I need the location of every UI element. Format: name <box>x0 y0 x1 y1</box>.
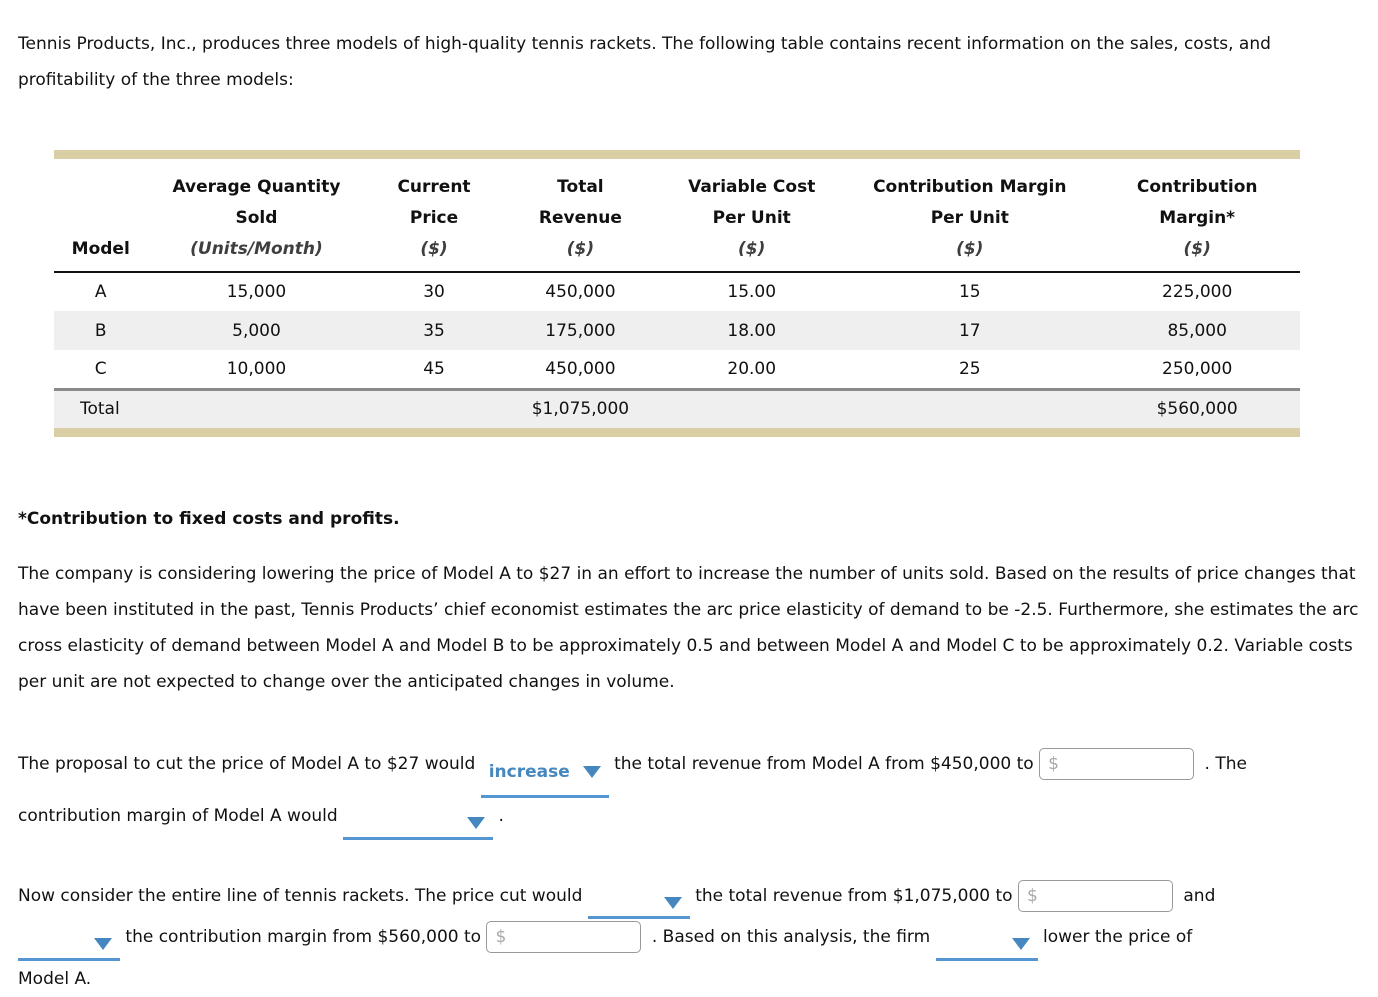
q2-firm-decision-dropdown[interactable] <box>935 934 1038 961</box>
cell: 250,000 <box>1162 358 1233 379</box>
cell: 5,000 <box>232 320 281 341</box>
col-header-variable-cost: Variable Cost Per Unit ($) <box>688 177 816 259</box>
cell: 10,000 <box>226 358 287 379</box>
q2-total-revenue-amount-input[interactable] <box>1017 879 1173 912</box>
cell: A <box>94 282 107 302</box>
cell: 175,000 <box>545 320 616 341</box>
q2-text-2: the total revenue from $1,075,000 to <box>695 885 1013 906</box>
table-footnote: *Contribution to fixed costs and profits… <box>18 509 400 529</box>
cell: 15.00 <box>727 282 777 302</box>
table-bottom-accent-bar <box>54 428 1300 437</box>
question-2-line-2: the contribution margin from $560,000 to… <box>18 919 1360 961</box>
cell: 15 <box>958 282 981 302</box>
q2-margin-direction-dropdown[interactable] <box>18 934 120 961</box>
dropdown-arrow-icon <box>467 817 486 829</box>
question-1: The proposal to cut the price of Model A… <box>18 746 1360 840</box>
dropdown-arrow-icon <box>1011 938 1030 950</box>
question-2-line-1: Now consider the entire line of tennis r… <box>18 878 1360 919</box>
question-1-line-2: contribution margin of Model A would . <box>18 798 1360 840</box>
q1-text-3: . The <box>1204 754 1247 774</box>
col-header-contribution-margin: Contribution Margin* ($) <box>1136 177 1258 259</box>
cell: 30 <box>423 282 445 302</box>
q2-text-6: lower the price of <box>1043 927 1193 947</box>
cell: 450,000 <box>545 358 616 379</box>
q2-text-5: . Based on this analysis, the firm <box>651 927 931 947</box>
table-header-row: Model Average Quantity Sold (Units/Month… <box>54 159 1300 272</box>
q2-text-1: Now consider the entire line of tennis r… <box>18 885 583 906</box>
q2-text-3: and <box>1183 885 1216 906</box>
cell: B <box>94 320 107 341</box>
table-row-total: Total $1,075,000 $560,000 <box>54 389 1300 428</box>
cell: 225,000 <box>1162 282 1233 302</box>
q1-margin-direction-dropdown[interactable] <box>343 813 494 840</box>
cell: 17 <box>958 320 981 341</box>
cell: 45 <box>423 358 445 379</box>
q1-text-1: The proposal to cut the price of Model A… <box>18 754 476 774</box>
q2-text-7: Model A. <box>18 968 92 989</box>
q1-text-4: contribution margin of Model A would <box>18 806 338 826</box>
table-top-accent-bar <box>54 150 1300 159</box>
total-margin: $560,000 <box>1156 399 1238 420</box>
cell: 18.00 <box>727 320 777 341</box>
cell: 25 <box>958 358 981 379</box>
q2-total-revenue-direction-dropdown[interactable] <box>587 892 690 919</box>
total-revenue: $1,075,000 <box>531 399 630 420</box>
cell: 450,000 <box>545 282 616 302</box>
col-header-quantity: Average Quantity Sold (Units/Month) <box>172 177 341 259</box>
cell: 35 <box>423 320 445 341</box>
dropdown-arrow-icon <box>663 896 682 909</box>
q1-text-2: the total revenue from Model A from $450… <box>614 754 1034 774</box>
q1-dropdown-selected-value: increase <box>488 762 570 782</box>
table-row-model-a: A 15,000 30 450,000 15.00 15 225,000 <box>54 272 1300 311</box>
table-row-model-c: C 10,000 45 450,000 20.00 25 250,000 <box>54 350 1300 389</box>
cell: C <box>94 358 107 379</box>
col-header-cm-per-unit: Contribution Margin Per Unit ($) <box>873 177 1067 259</box>
dropdown-arrow-icon <box>582 766 601 778</box>
q1-revenue-amount-input[interactable] <box>1039 748 1195 780</box>
data-table: Model Average Quantity Sold (Units/Month… <box>54 150 1300 437</box>
col-header-current-price: Current Price ($) <box>397 177 471 259</box>
cell: 20.00 <box>727 358 777 379</box>
cell: 15,000 <box>226 282 287 302</box>
col-header-model: Model <box>54 159 147 272</box>
total-label: Total <box>80 399 120 420</box>
q2-margin-amount-input[interactable] <box>486 921 642 953</box>
table-row-model-b: B 5,000 35 175,000 18.00 17 85,000 <box>54 311 1300 350</box>
q1-text-5: . <box>498 806 504 826</box>
problem-page: Tennis Products, Inc., produces three mo… <box>18 26 1360 997</box>
dropdown-arrow-icon <box>94 938 112 950</box>
question-2: Now consider the entire line of tennis r… <box>18 878 1360 997</box>
q1-revenue-direction-dropdown[interactable]: increase <box>480 752 609 798</box>
intro-paragraph: Tennis Products, Inc., produces three mo… <box>18 34 1271 90</box>
q2-text-4: the contribution margin from $560,000 to <box>125 927 482 947</box>
col-header-total-revenue: Total Revenue ($) <box>538 177 622 259</box>
question-1-line-1: The proposal to cut the price of Model A… <box>18 746 1360 798</box>
cell: 85,000 <box>1167 320 1227 341</box>
scenario-paragraph: The company is considering lowering the … <box>18 564 1359 692</box>
col-header-model-label: Model <box>71 239 130 259</box>
